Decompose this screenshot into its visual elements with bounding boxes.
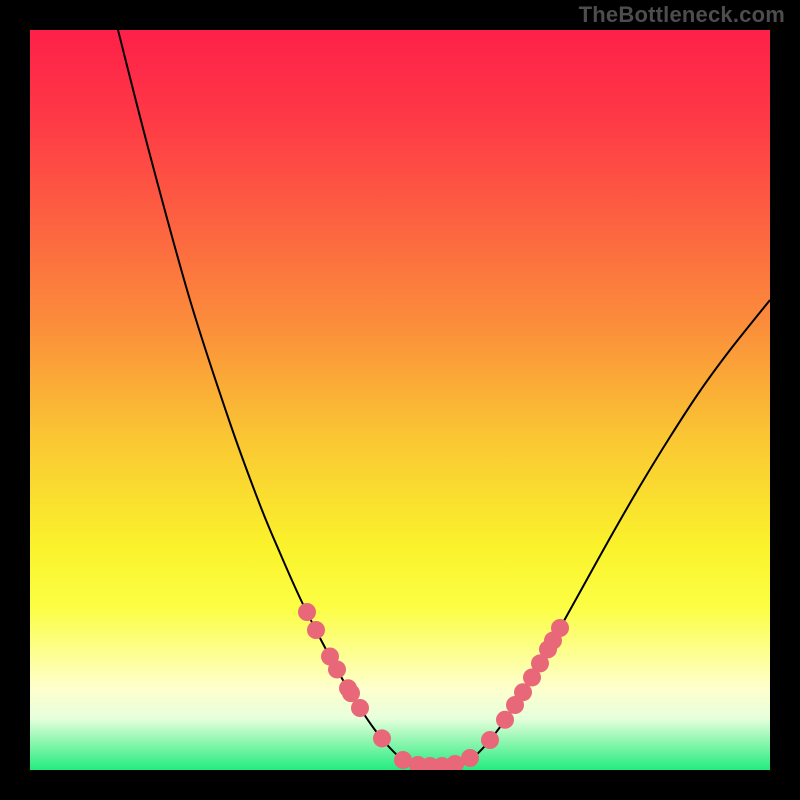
marker-left: [298, 603, 316, 621]
marker-right: [496, 711, 514, 729]
marker-left: [351, 699, 369, 717]
chart-svg: [30, 30, 770, 770]
marker-left: [373, 729, 391, 747]
marker-left: [307, 621, 325, 639]
marker-right: [551, 619, 569, 637]
watermark-text: TheBottleneck.com: [579, 2, 785, 28]
figure-frame: TheBottleneck.com: [0, 0, 800, 800]
plot-area: [30, 30, 770, 770]
chart-background: [30, 30, 770, 770]
marker-left: [328, 660, 346, 678]
marker-right: [481, 731, 499, 749]
marker-bottom: [461, 749, 479, 767]
